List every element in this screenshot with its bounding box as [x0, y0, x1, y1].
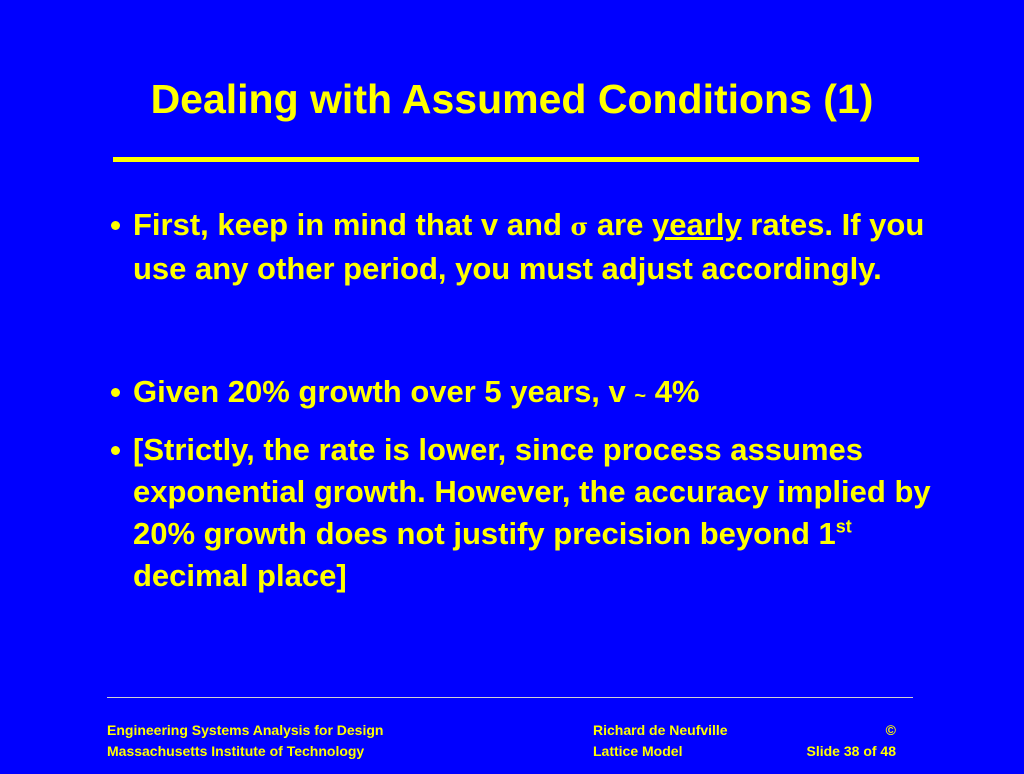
- bullet-emphasis: yearly: [652, 207, 742, 242]
- bullet: First, keep in mind that v and σ are yea…: [108, 204, 968, 290]
- bullet-text: 4%: [646, 374, 700, 409]
- slide-title: Dealing with Assumed Conditions (1): [150, 76, 874, 122]
- footer-rule: [107, 697, 913, 698]
- footer-left: Engineering Systems Analysis for Design …: [107, 720, 383, 762]
- footer-text: Engineering Systems Analysis for Design: [107, 722, 384, 738]
- bullet-symbol: σ: [570, 212, 589, 241]
- title-rule: [113, 157, 919, 162]
- bullet-text: are: [588, 207, 652, 242]
- bullet-text: Given 20% growth over 5 years, v: [133, 374, 635, 409]
- bullet: [Strictly, the rate is lower, since proc…: [108, 429, 968, 597]
- bullet-text: First, keep in mind that v and: [133, 207, 571, 242]
- footer-middle: Richard de Neufville Lattice Model: [593, 720, 728, 762]
- bullet: Given 20% growth over 5 years, v ~ 4%: [108, 371, 968, 417]
- bullet-text: decimal place]: [133, 558, 347, 593]
- footer-text: Lattice Model: [593, 743, 683, 759]
- bullet-text: rates. If you use any other period, you …: [133, 207, 925, 286]
- bullet-text: [Strictly, the rate is lower, since proc…: [133, 432, 931, 551]
- bullet-superscript: st: [835, 516, 852, 537]
- footer-text: Massachusetts Institute of Technology: [107, 743, 365, 759]
- footer-text: Richard de Neufville: [593, 722, 728, 738]
- footer-right: © Slide 38 of 48: [807, 720, 896, 762]
- bullet-symbol: ~: [634, 385, 647, 407]
- footer-text: ©: [885, 722, 896, 738]
- footer-text: Slide 38 of 48: [806, 743, 896, 759]
